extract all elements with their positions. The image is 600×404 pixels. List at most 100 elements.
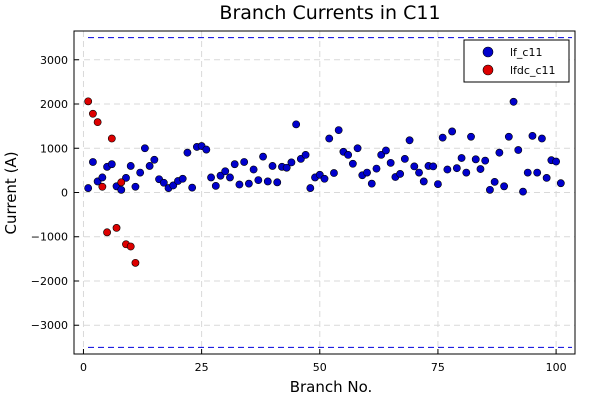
y-tick-label: 0 [61,187,68,200]
data-point [386,158,395,167]
data-point [268,162,277,170]
data-point [221,167,230,176]
legend-label: lfdc_c11 [510,64,556,77]
data-point [471,155,480,164]
legend-label: lf_c11 [510,46,542,59]
data-point [467,132,475,141]
data-point [131,182,140,191]
data-point [282,163,291,172]
series-lfdc_c11 [84,97,140,267]
data-point [353,144,362,153]
data-point [325,134,334,143]
data-point [500,182,509,191]
data-point [126,242,135,251]
legend-marker [482,64,494,76]
data-point [202,145,211,154]
data-point [509,97,518,106]
data-point [542,173,551,182]
data-point [216,171,225,180]
data-point [98,182,107,191]
legend: lf_c11 lfdc_c11 [463,39,570,83]
data-point [287,158,296,167]
data-point [320,174,329,183]
data-point [89,158,97,166]
data-point [169,181,178,190]
data-point [457,154,466,162]
axis-ticks: 0 25 50 75 100 −3000 −2000 −1000 0 1000 2000 3000 [31,54,567,374]
data-point [410,162,419,171]
data-point [131,258,140,267]
data-point [429,162,438,171]
data-point [140,144,149,153]
reference-lines [88,37,572,348]
series-lf_c11 [84,97,565,196]
x-tick-label: 100 [546,361,567,374]
data-point [103,228,111,237]
data-point [254,176,263,185]
data-point [486,185,494,194]
x-tick-label: 25 [195,361,209,374]
data-point [344,150,353,159]
data-point [183,148,192,157]
y-tick-label: −2000 [31,275,68,288]
data-point [211,181,220,190]
data-point [98,173,107,182]
data-point [405,136,414,145]
y-tick-label: 2000 [40,98,68,111]
data-point [117,178,126,187]
data-point [117,185,126,194]
legend-box [463,39,570,83]
data-point [249,165,258,174]
data-point [528,131,537,140]
data-point [481,156,490,165]
x-tick-label: 75 [431,361,445,374]
data-point [126,162,135,170]
data-point [84,184,93,192]
chart-title: Branch Currents in C11 [219,2,440,24]
data-point [396,170,405,178]
data-point [207,173,215,182]
y-tick-label: 1000 [40,142,68,155]
data-point [145,162,154,170]
data-point [334,126,343,135]
data-point [538,134,546,143]
data-point [490,177,499,186]
data-point [438,133,447,142]
data-point [372,164,381,173]
data-point [434,180,442,188]
legend-marker [482,46,494,58]
data-point [552,157,560,166]
x-axis-label: Branch No. [290,378,373,396]
data-point [107,134,116,143]
y-tick-label: −1000 [31,231,68,244]
data-point [377,150,386,159]
data-point [462,168,471,177]
data-point [84,97,93,106]
x-tick-label: 50 [313,361,327,374]
data-point [150,155,159,164]
data-point [504,132,513,141]
data-point [240,158,249,166]
data-point [230,160,239,169]
data-point [259,152,267,161]
data-point [178,174,187,183]
data-point [448,127,457,136]
data-point [348,159,357,168]
data-point [93,118,102,127]
data-point [263,177,272,186]
data-point [556,179,565,188]
data-point [89,109,97,118]
data-point [533,168,542,177]
data-point [107,160,116,169]
data-point [495,148,504,157]
data-point [244,179,253,188]
grid-lines [74,31,575,354]
data-point [363,168,371,177]
x-tick-label: 0 [80,361,87,374]
data-point [452,164,461,173]
data-point [306,184,315,192]
data-point [301,150,310,159]
data-point [226,173,234,182]
